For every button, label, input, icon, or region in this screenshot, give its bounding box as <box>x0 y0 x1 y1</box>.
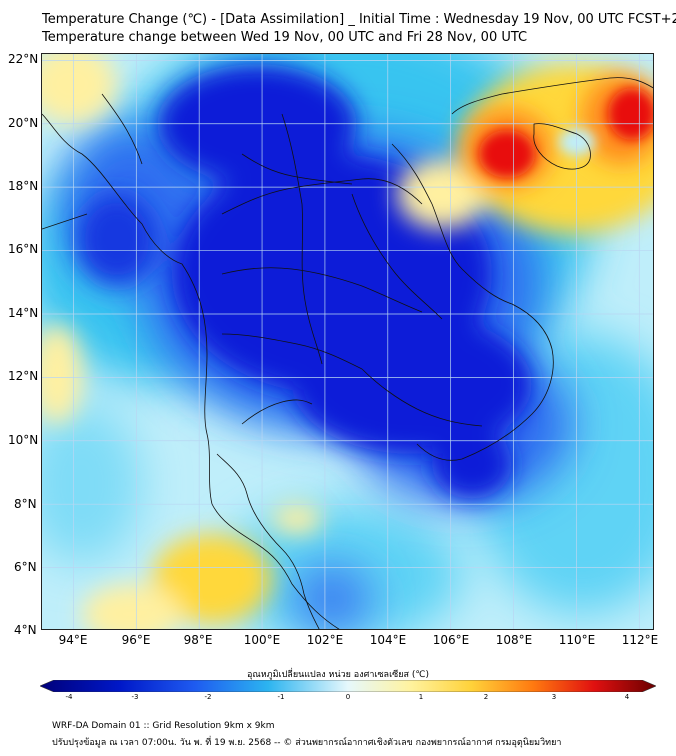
colorbar-tick: 4 <box>624 693 630 701</box>
lon-label-102e: 102°E <box>306 633 344 647</box>
lat-label-18n: 18°N <box>8 179 39 193</box>
lat-label-6n: 6°N <box>14 560 37 574</box>
lat-label-4n: 4°N <box>14 623 37 637</box>
lon-label-108e: 108°E <box>495 633 533 647</box>
model-info: WRF-DA Domain 01 :: Grid Resolution 9km … <box>52 721 275 731</box>
update-credit: ปรับปรุงข้อมูล ณ เวลา 07:00น. วัน พ. ที่… <box>52 738 562 748</box>
colorbar-tick: -1 <box>277 693 285 701</box>
colorbar-tick: 0 <box>345 693 351 701</box>
colorbar-tick: 2 <box>483 693 489 701</box>
lon-label-112e: 112°E <box>621 633 659 647</box>
temperature-change-map <box>41 53 654 630</box>
lat-lon-grid <box>42 54 653 629</box>
map-canvas <box>42 54 653 629</box>
colorbar-tick: -3 <box>131 693 139 701</box>
lon-label-104e: 104°E <box>369 633 407 647</box>
colorbar-tick: -2 <box>204 693 212 701</box>
lat-label-10n: 10°N <box>8 433 39 447</box>
colorbar-tick: 1 <box>418 693 424 701</box>
lon-label-94e: 94°E <box>58 633 88 647</box>
lon-label-96e: 96°E <box>121 633 151 647</box>
colorbar <box>40 680 656 692</box>
lon-label-110e: 110°E <box>558 633 596 647</box>
colorbar-gradient <box>40 680 656 692</box>
coastlines-borders <box>42 77 653 629</box>
lat-label-20n: 20°N <box>8 116 39 130</box>
colorbar-tick: -4 <box>65 693 73 701</box>
map-subtitle: Temperature change between Wed 19 Nov, 0… <box>42 30 528 45</box>
lat-label-8n: 8°N <box>14 497 37 511</box>
lon-label-100e: 100°E <box>243 633 281 647</box>
strongest-warming-core <box>479 88 653 178</box>
lat-label-16n: 16°N <box>8 242 39 256</box>
lon-label-106e: 106°E <box>432 633 470 647</box>
colorbar-title: อุณหภูมิเปลี่ยนแปลง หน่วย องศาเซลเซียส (… <box>246 670 430 680</box>
lat-label-14n: 14°N <box>8 306 39 320</box>
map-title: Temperature Change (℃) - [Data Assimilat… <box>42 12 676 27</box>
lat-label-12n: 12°N <box>8 369 39 383</box>
lat-label-22n: 22°N <box>8 52 39 66</box>
lon-label-98e: 98°E <box>183 633 213 647</box>
colorbar-tick: 3 <box>551 693 557 701</box>
